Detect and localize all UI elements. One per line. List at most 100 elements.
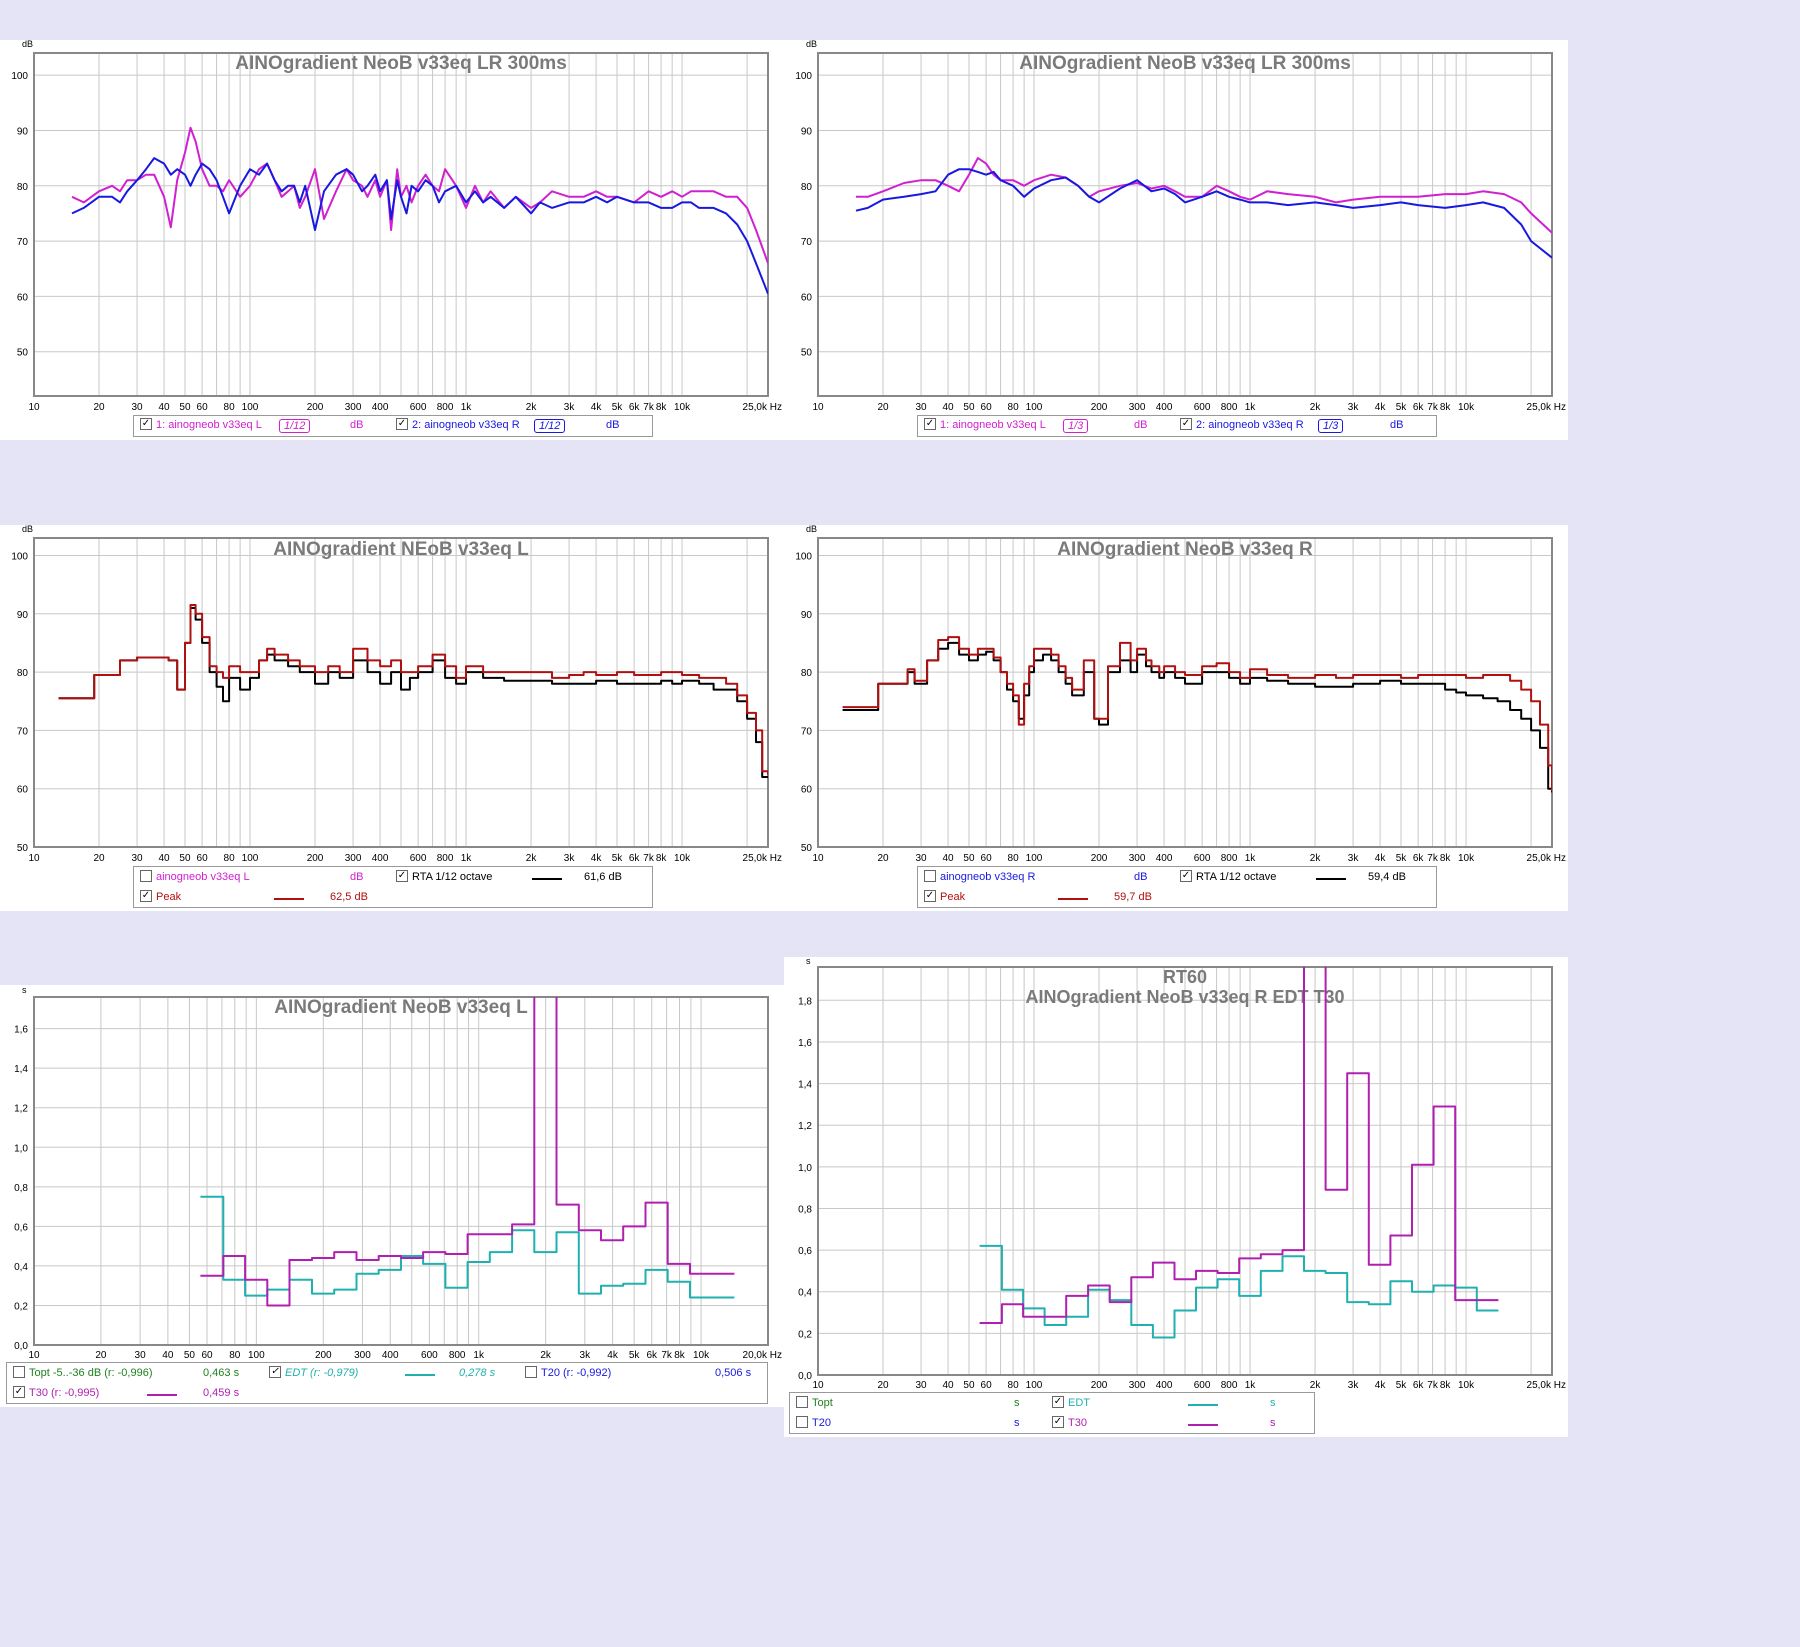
legend-item-t20[interactable]: T20: [796, 1416, 831, 1429]
chart-rta-l: 50 60 70 80 90 100 dB 10 20 30 40 50 60 80 100 200 300 40…: [11, 525, 782, 864]
y-tick-label: 0,2: [798, 1329, 812, 1340]
x-tick-label: 2k: [526, 402, 538, 413]
legend-item-t20[interactable]: T20 (r: -0,992): [525, 1366, 612, 1379]
x-tick-label: 4k: [1375, 853, 1387, 864]
y-tick-label: 60: [17, 292, 29, 303]
legend-item-measurement[interactable]: ainogneob v33eq R: [924, 870, 1036, 883]
x-tick-label: 200: [307, 402, 324, 413]
legend-swatch: [1188, 1424, 1218, 1426]
legend-item-edt[interactable]: ✓ EDT (r: -0,979): [269, 1366, 359, 1379]
checkbox-checked[interactable]: ✓: [140, 890, 152, 903]
checkbox-unchecked[interactable]: [525, 1366, 537, 1379]
legend-item-l[interactable]: ✓ 1: ainogneob v33eq L: [140, 418, 262, 431]
checkbox-checked[interactable]: ✓: [1180, 418, 1192, 431]
legend-unit: dB: [1134, 419, 1148, 431]
legend-label: EDT (r: -0,979): [285, 1367, 359, 1379]
legend-label: T20 (r: -0,992): [541, 1367, 612, 1379]
x-tick-label: 2k: [540, 1350, 552, 1361]
x-tick-label: 100: [248, 1350, 265, 1361]
x-tick-label: 20: [93, 402, 105, 413]
legend-item-t30[interactable]: ✓ T30: [1052, 1416, 1087, 1429]
legend-value: 61,6 dB: [584, 871, 622, 883]
smoothing-badge[interactable]: 1/12: [534, 419, 566, 433]
legend-item-peak[interactable]: ✓ Peak: [140, 890, 181, 903]
legend-item-topt[interactable]: Topt: [796, 1396, 833, 1409]
x-tick-label: 800: [437, 853, 454, 864]
x-tick-label: 40: [162, 1350, 174, 1361]
x-tick-label: 100: [242, 402, 259, 413]
checkbox-unchecked[interactable]: [796, 1396, 808, 1409]
checkbox-checked[interactable]: ✓: [1052, 1416, 1064, 1429]
legend-item-l[interactable]: ✓ 1: ainogneob v33eq L: [924, 418, 1046, 431]
x-tick-label: 800: [437, 402, 454, 413]
x-tick-label: 5k: [1396, 402, 1408, 413]
checkbox-checked[interactable]: ✓: [396, 418, 408, 431]
checkbox-unchecked[interactable]: [13, 1366, 25, 1379]
legend-label: RTA 1/12 octave: [1196, 871, 1277, 883]
checkbox-checked[interactable]: ✓: [1180, 870, 1192, 883]
checkbox-unchecked[interactable]: [796, 1416, 808, 1429]
legend-item-rta[interactable]: ✓ RTA 1/12 octave: [396, 870, 492, 883]
x-tick-label: 4k: [1375, 1380, 1387, 1391]
x-tick-label: 4k: [1375, 402, 1387, 413]
x-tick-label: 100: [1026, 853, 1043, 864]
legend-item-edt[interactable]: ✓ EDT: [1052, 1396, 1090, 1409]
y-tick-label: 90: [801, 610, 813, 621]
x-tick-label: 80: [224, 853, 236, 864]
y-tick-label: 0,8: [798, 1204, 812, 1215]
legend-value: 0,278 s: [459, 1367, 496, 1379]
x-tick-label: 10: [812, 402, 824, 413]
x-tick-label: 30: [916, 402, 928, 413]
y-tick-label: 0,0: [14, 1341, 28, 1352]
x-end-label: 25,0k Hz: [743, 402, 782, 413]
legend-item-peak[interactable]: ✓ Peak: [924, 890, 965, 903]
series-line-t30: [979, 967, 1499, 1324]
legend-label: ainogneob v33eq R: [940, 871, 1036, 883]
x-tick-label: 2k: [1310, 853, 1322, 864]
smoothing-badge[interactable]: 1/12: [279, 419, 311, 433]
legend-item-measurement[interactable]: ainogneob v33eq L: [140, 870, 250, 883]
checkbox-unchecked[interactable]: [140, 870, 152, 883]
smoothing-badge[interactable]: 1/3: [1063, 419, 1089, 433]
x-tick-label: 8k: [1440, 402, 1452, 413]
checkbox-checked[interactable]: ✓: [269, 1366, 281, 1379]
checkbox-unchecked[interactable]: [924, 870, 936, 883]
x-tick-label: 50: [963, 1380, 975, 1391]
x-tick-label: 600: [1194, 1380, 1211, 1391]
legend-item-rta[interactable]: ✓ RTA 1/12 octave: [1180, 870, 1277, 883]
series-line-rta-1-12-octave: [58, 607, 768, 778]
x-tick-label: 20: [877, 853, 889, 864]
checkbox-checked[interactable]: ✓: [924, 890, 936, 903]
checkbox-checked[interactable]: ✓: [396, 870, 408, 883]
smoothing-badge[interactable]: 1/3: [1318, 419, 1344, 433]
legend-label: EDT: [1068, 1397, 1090, 1409]
plot-frame: [33, 537, 769, 848]
legend-item-r[interactable]: ✓ 2: ainogneob v33eq R: [396, 418, 520, 431]
x-tick-label: 20: [877, 402, 889, 413]
y-tick-label: 1,8: [798, 996, 812, 1007]
legend-item-r[interactable]: ✓ 2: ainogneob v33eq R: [1180, 418, 1304, 431]
checkbox-checked[interactable]: ✓: [1052, 1396, 1064, 1409]
checkbox-checked[interactable]: ✓: [140, 418, 152, 431]
y-axis-unit: dB: [806, 525, 817, 534]
checkbox-checked[interactable]: ✓: [13, 1386, 25, 1399]
y-tick-label: 80: [17, 182, 29, 193]
x-tick-label: 10: [28, 1350, 40, 1361]
legend-item-t30[interactable]: ✓ T30 (r: -0,995): [13, 1386, 99, 1399]
series-line-1-ainogneob-v33eq-l: [71, 126, 768, 264]
x-tick-label: 20: [95, 1350, 107, 1361]
x-tick-label: 400: [382, 1350, 399, 1361]
checkbox-checked[interactable]: ✓: [924, 418, 936, 431]
x-tick-label: 3k: [580, 1350, 592, 1361]
legend-label: 2: ainogneob v33eq R: [412, 419, 520, 431]
legend-label: T30: [1068, 1417, 1087, 1429]
x-tick-label: 300: [354, 1350, 371, 1361]
x-tick-label: 30: [132, 853, 144, 864]
legend-unit: dB: [350, 419, 364, 431]
x-tick-label: 7k: [643, 853, 655, 864]
y-tick-label: 50: [17, 843, 29, 854]
legend-item-topt[interactable]: Topt -5..-36 dB (r: -0,996): [13, 1366, 153, 1379]
x-tick-label: 400: [1156, 402, 1173, 413]
x-tick-label: 7k: [1427, 402, 1439, 413]
legend-swatch: [532, 878, 562, 880]
